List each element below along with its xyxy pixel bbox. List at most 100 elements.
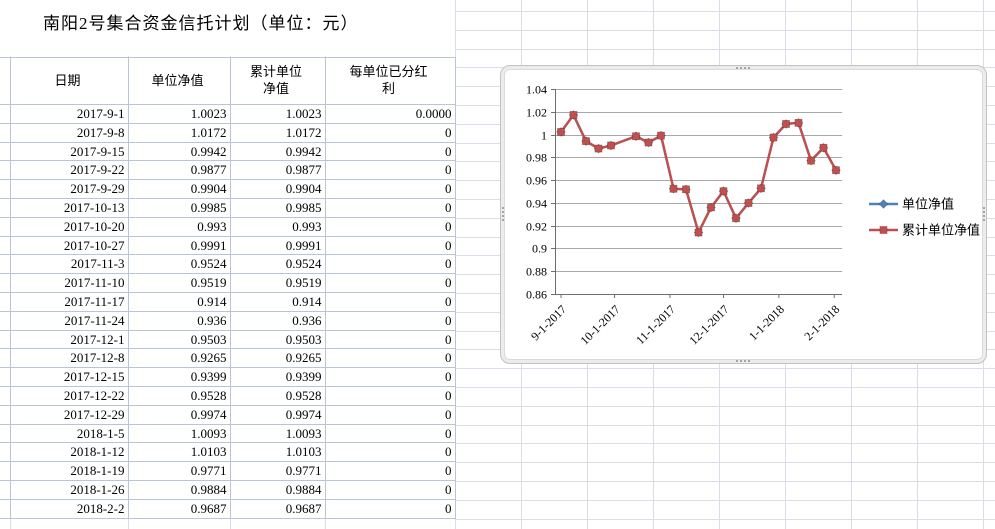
- cell[interactable]: 0.9771: [229, 461, 326, 481]
- cell-sliver[interactable]: [0, 367, 11, 387]
- cell[interactable]: 1.0172: [229, 122, 326, 143]
- y-axis-label[interactable]: 0.92: [526, 220, 547, 234]
- y-axis-label[interactable]: 0.94: [526, 197, 547, 211]
- cell[interactable]: 2018-1-5: [9, 423, 129, 444]
- x-axis-label[interactable]: 2-1-2018: [801, 302, 842, 343]
- chart-resize-handle-top[interactable]: [736, 67, 750, 69]
- cell[interactable]: 0.9528: [229, 385, 326, 406]
- cell-sliver[interactable]: [0, 461, 11, 481]
- cell[interactable]: 0.914: [127, 291, 231, 312]
- chart-resize-handle-bottom[interactable]: [736, 360, 750, 362]
- x-axis-label[interactable]: 9-1-2017: [528, 302, 569, 343]
- cell-sliver[interactable]: [0, 141, 11, 162]
- cell[interactable]: 0: [324, 273, 456, 293]
- cell[interactable]: 2017-12-15: [9, 367, 129, 387]
- cell[interactable]: 0.9985: [229, 197, 326, 218]
- cell[interactable]: 1.0103: [229, 442, 326, 463]
- cell-sliver[interactable]: [0, 291, 11, 312]
- cell-sliver[interactable]: [0, 404, 11, 425]
- col-header-sliver[interactable]: [0, 57, 11, 105]
- cell[interactable]: 0.9904: [127, 179, 231, 199]
- cell-sliver[interactable]: [0, 122, 11, 143]
- cell[interactable]: 0: [324, 254, 456, 275]
- cell[interactable]: 0.914: [229, 291, 326, 312]
- cell[interactable]: 0.9524: [229, 254, 326, 275]
- legend-entry-nav[interactable]: 单位净值: [869, 197, 954, 212]
- cell[interactable]: 2017-9-8: [9, 122, 129, 143]
- cell[interactable]: 2017-9-29: [9, 179, 129, 199]
- cell[interactable]: 0.9904: [229, 179, 326, 199]
- cell[interactable]: 2017-11-3: [9, 254, 129, 275]
- cell[interactable]: 2017-10-27: [9, 235, 129, 256]
- cell[interactable]: 0.9503: [127, 329, 231, 350]
- cell[interactable]: 0: [324, 329, 456, 350]
- cell[interactable]: 0.9991: [229, 235, 326, 256]
- cell-sliver[interactable]: [0, 235, 11, 256]
- cell[interactable]: 0.993: [127, 216, 231, 237]
- y-axis-label[interactable]: 1.02: [526, 106, 547, 120]
- cell[interactable]: 0: [324, 160, 456, 181]
- cell[interactable]: 2018-2-2: [9, 498, 129, 519]
- cell[interactable]: 0.9687: [127, 498, 231, 519]
- cell[interactable]: 2017-12-8: [9, 348, 129, 369]
- cell[interactable]: 0.9265: [229, 348, 326, 369]
- chart-resize-handle-left[interactable]: [502, 207, 504, 221]
- chart-object[interactable]: 1.04 1.02 1 0.98 0.96 0.94 0.92 0.9 0.88 0.86 9-1-…: [500, 65, 987, 364]
- cell[interactable]: 0.9399: [229, 367, 326, 387]
- cell[interactable]: 0.9974: [127, 404, 231, 425]
- cell[interactable]: 1.0093: [229, 423, 326, 444]
- cell[interactable]: 2017-12-22: [9, 385, 129, 406]
- cell-sliver[interactable]: [0, 273, 11, 293]
- cell-sliver[interactable]: [0, 385, 11, 406]
- x-axis-label[interactable]: 1-1-2018: [746, 302, 787, 343]
- cell[interactable]: 0.9991: [127, 235, 231, 256]
- cell[interactable]: 0: [324, 404, 456, 425]
- cell[interactable]: 0: [324, 310, 456, 331]
- cell[interactable]: 0.9524: [127, 254, 231, 275]
- cell[interactable]: 1.0023: [229, 104, 326, 124]
- cell[interactable]: 2017-11-17: [9, 291, 129, 312]
- cell[interactable]: 2017-10-20: [9, 216, 129, 237]
- cell[interactable]: 0.9974: [229, 404, 326, 425]
- chart-resize-handle-right[interactable]: [983, 207, 985, 221]
- cell-sliver[interactable]: [0, 160, 11, 181]
- cell[interactable]: 0.0000: [324, 104, 456, 124]
- cell[interactable]: 0.9884: [229, 479, 326, 500]
- cell-sliver[interactable]: [0, 498, 11, 519]
- x-axis-label[interactable]: 10-1-2017: [577, 302, 622, 347]
- cell-sliver[interactable]: [0, 104, 11, 124]
- cell[interactable]: 0.9519: [229, 273, 326, 293]
- y-axis-label[interactable]: 0.88: [526, 265, 547, 279]
- col-header-cum-nav[interactable]: 累计单位 净值: [229, 57, 326, 105]
- cell[interactable]: 2017-11-24: [9, 310, 129, 331]
- cell[interactable]: 1.0172: [127, 122, 231, 143]
- cell[interactable]: 0.9877: [127, 160, 231, 181]
- cell[interactable]: 0.9771: [127, 461, 231, 481]
- col-header-nav[interactable]: 单位净值: [127, 57, 231, 105]
- y-axis-label[interactable]: 0.9: [532, 242, 547, 256]
- cell[interactable]: 0: [324, 367, 456, 387]
- cell-sliver[interactable]: [0, 197, 11, 218]
- cell[interactable]: 2018-1-12: [9, 442, 129, 463]
- cell[interactable]: 0.9503: [229, 329, 326, 350]
- x-axis-label[interactable]: 11-1-2017: [633, 302, 678, 347]
- cell-sliver[interactable]: [0, 254, 11, 275]
- cell[interactable]: 0: [324, 385, 456, 406]
- cell[interactable]: 0.9884: [127, 479, 231, 500]
- series-cum-nav[interactable]: [557, 111, 840, 237]
- cell[interactable]: 0: [324, 216, 456, 237]
- cell[interactable]: 0: [324, 291, 456, 312]
- cell[interactable]: 2017-9-1: [9, 104, 129, 124]
- cell[interactable]: 2018-1-19: [9, 461, 129, 481]
- y-axis-label[interactable]: 1.04: [526, 83, 547, 97]
- cell[interactable]: 1.0093: [127, 423, 231, 444]
- col-header-date[interactable]: 日期: [9, 57, 129, 105]
- cell-sliver[interactable]: [0, 479, 11, 500]
- cell[interactable]: 2017-12-29: [9, 404, 129, 425]
- cell[interactable]: 2017-12-1: [9, 329, 129, 350]
- cell[interactable]: 0.9942: [229, 141, 326, 162]
- cell[interactable]: 2017-11-10: [9, 273, 129, 293]
- title-cell[interactable]: 南阳2号集合资金信托计划（单位：元）: [10, 0, 455, 56]
- cell-sliver[interactable]: [0, 216, 11, 237]
- col-header-dividend[interactable]: 每单位已分红 利: [324, 57, 456, 105]
